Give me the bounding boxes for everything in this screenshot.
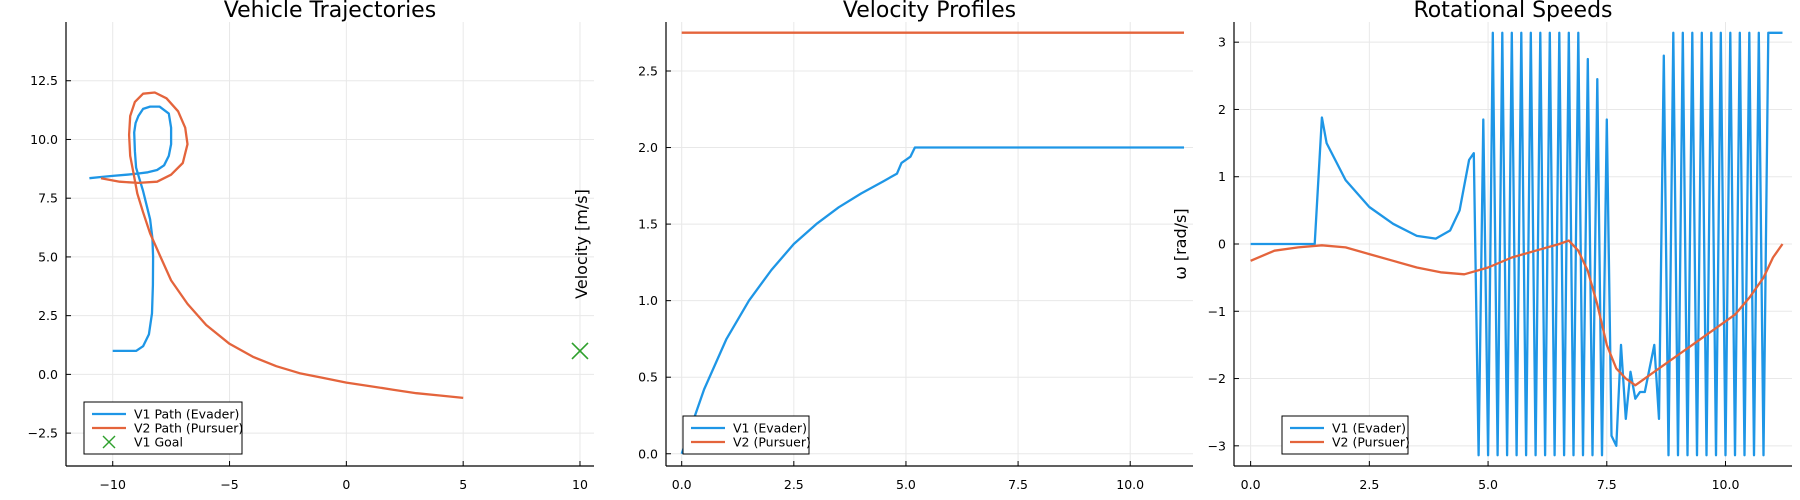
x-tick-label: 5.0 xyxy=(896,477,916,492)
x-tick-label: 0.0 xyxy=(672,477,692,492)
y-tick-label: 1.0 xyxy=(638,293,658,308)
legend: V1 (Evader)V2 (Pursuer) xyxy=(682,415,811,455)
y-tick-label: 0.5 xyxy=(638,370,658,385)
y-tick-label: 0.0 xyxy=(638,446,658,461)
y-tick-label: 1 xyxy=(1218,169,1226,184)
y-tick-label: 7.5 xyxy=(38,191,58,206)
series-line-v2 xyxy=(100,91,464,400)
series-line-v1 xyxy=(1250,31,1783,457)
x-tick-label: 10.0 xyxy=(1712,477,1740,492)
series-line-v1 xyxy=(89,105,173,353)
x-tick-label: 0.0 xyxy=(1241,477,1261,492)
chart-title: Velocity Profiles xyxy=(843,0,1016,23)
x-tick-label: 0 xyxy=(342,477,350,492)
legend-marker-goal xyxy=(102,435,116,449)
y-axis-label: ω [rad/s] xyxy=(1171,208,1190,279)
legend-label: V1 (Evader) xyxy=(1332,420,1406,435)
x-tick-label: 7.5 xyxy=(1008,477,1028,492)
panel-rotational-speeds: 0.0 2.5 5.0 7.5 10.0 −3 −2 −1 0 1 2 3 Rotational Spe… xyxy=(1171,0,1792,492)
y-axis-label: Velocity [m/s] xyxy=(572,189,591,299)
series-line-v1 xyxy=(680,146,1184,455)
x-tick-label: 10.0 xyxy=(1116,477,1144,492)
y-tick-label: 0.0 xyxy=(38,367,58,382)
panel-velocity-profiles: 0.0 2.5 5.0 7.5 10.0 0.0 0.5 1.0 1.5 2.0 2.5 Veloci… xyxy=(572,0,1193,492)
y-tick-label: 2 xyxy=(1218,102,1226,117)
legend-box xyxy=(682,415,810,455)
chart-title: Rotational Speeds xyxy=(1413,0,1612,23)
y-tick-label: −2 xyxy=(1208,371,1226,386)
legend-label: V1 Goal xyxy=(134,434,183,449)
y-tick-label: 12.5 xyxy=(30,73,58,88)
y-tick-label: 0 xyxy=(1218,237,1226,252)
y-tick-label: 2.5 xyxy=(38,308,58,323)
panel-vehicle-trajectories: −10 −5 0 5 10 −2.5 0.0 2.5 5.0 7.5 10.0 12.5 Vehicle… xyxy=(28,0,594,492)
y-tick-label: 3 xyxy=(1218,35,1226,50)
goal-marker-stroke xyxy=(571,342,589,360)
y-tick-label: −2.5 xyxy=(28,426,58,441)
series-line-v2 xyxy=(1250,239,1784,387)
y-tick-label: 1.5 xyxy=(638,217,658,232)
legend: V1 (Evader)V2 (Pursuer) xyxy=(1281,415,1410,455)
y-tick-label: 10.0 xyxy=(30,132,58,147)
x-tick-label: 5.0 xyxy=(1478,477,1498,492)
legend-label: V1 Path (Evader) xyxy=(134,406,239,421)
y-tick-label: 5.0 xyxy=(38,249,58,264)
x-tick-label: 2.5 xyxy=(784,477,804,492)
y-tick-label: 2.0 xyxy=(638,140,658,155)
x-tick-label: 2.5 xyxy=(1359,477,1379,492)
legend-label: V2 Path (Pursuer) xyxy=(134,420,243,435)
chart-title: Vehicle Trajectories xyxy=(224,0,436,23)
x-tick-label: 10 xyxy=(572,477,588,492)
x-tick-label: 7.5 xyxy=(1597,477,1617,492)
y-tick-label: −1 xyxy=(1208,304,1226,319)
x-tick-label: −10 xyxy=(100,477,126,492)
legend-label: V2 (Pursuer) xyxy=(1332,434,1410,449)
legend-label: V1 (Evader) xyxy=(733,420,807,435)
y-tick-label: 2.5 xyxy=(638,63,658,78)
legend: V1 Path (Evader)V2 Path (Pursuer)V1 Goal xyxy=(83,401,243,455)
x-tick-label: −5 xyxy=(220,477,238,492)
y-tick-label: −3 xyxy=(1208,438,1226,453)
legend-box xyxy=(1281,415,1409,455)
legend-label: V2 (Pursuer) xyxy=(733,434,811,449)
goal-marker xyxy=(571,342,589,360)
x-tick-label: 5 xyxy=(459,477,467,492)
